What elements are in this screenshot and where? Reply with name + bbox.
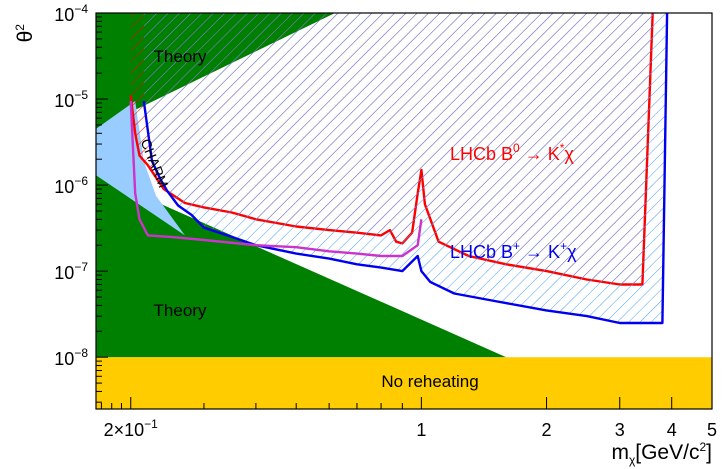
x-axis-title-units-sup: 2 <box>699 440 706 454</box>
tick-layer <box>96 12 713 409</box>
series-label-0: LHCb B0 → K*χ <box>450 141 574 164</box>
y-axis-title-main: θ <box>14 31 37 43</box>
region-charm-2 <box>96 101 185 236</box>
series-layer <box>129 13 669 325</box>
x-axis-title-main: m <box>611 441 629 464</box>
y-tick-label: 10−5 <box>54 88 88 111</box>
tick-label-layer: 2×10−1 1 2 3 4 5 10−8 10−7 10−6 10−5 10−4 <box>54 2 717 440</box>
y-tick-label: 10−8 <box>54 346 88 369</box>
series-line-1 <box>142 13 669 325</box>
y-tick-label: 10−6 <box>54 174 88 197</box>
x-axis-title-units-close: ] <box>706 441 712 464</box>
y-tick-label: 10−7 <box>54 260 88 283</box>
region-label-theory-0: Theory <box>154 47 207 66</box>
x-tick-label: 2×10−1 <box>104 417 159 440</box>
region-label-theory-1: Theory <box>154 301 207 320</box>
series-line-2 <box>129 100 423 258</box>
region-no-reheating-3 <box>96 357 712 409</box>
x-tick-label: 1 <box>416 420 426 440</box>
x-axis-title: mχ[GeV/c2] <box>611 440 712 467</box>
x-tick-label: 4 <box>667 420 677 440</box>
x-axis-title-sub: χ <box>629 453 636 467</box>
x-tick-label: 2 <box>542 420 552 440</box>
y-axis-title-sup: 2 <box>13 24 27 31</box>
series-label-1: LHCb B+ → K+χ <box>450 239 577 262</box>
x-tick-label: 3 <box>615 420 625 440</box>
region-label-no-reheating-3: No reheating <box>381 372 478 391</box>
x-axis-title-units: [GeV/c <box>635 441 699 464</box>
y-tick-label: 10−4 <box>54 2 88 25</box>
x-tick-label: 5 <box>707 420 717 440</box>
y-axis-title: θ2 <box>13 24 37 43</box>
